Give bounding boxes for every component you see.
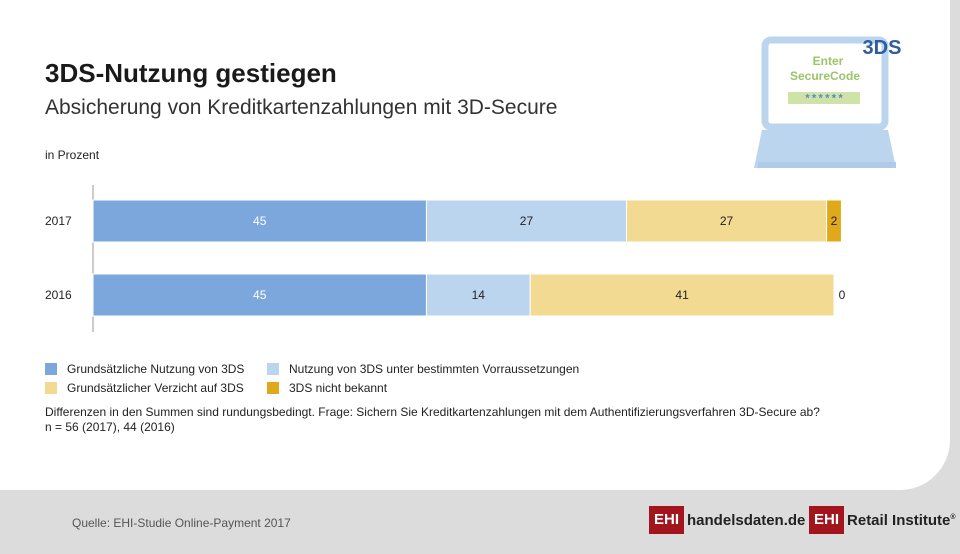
password-field [788,92,860,104]
legend-label: 3DS nicht bekannt [289,381,388,395]
bar-segment [425,273,531,317]
bar-segment [529,273,835,317]
bar-segment [92,273,427,317]
unit-label: in Prozent [45,148,100,162]
logo-text: Retail Institute® [847,511,956,529]
data-label: 41 [675,288,689,302]
legend-label: Grundsätzlicher Verzicht auf 3DS [67,381,244,395]
monitor-frame [761,36,889,131]
data-label: 45 [253,288,267,302]
keyboard-base [754,130,896,168]
data-label: 0 [839,288,846,302]
bar-segment [626,199,828,243]
data-label: 27 [720,214,734,228]
data-label: 27 [520,214,534,228]
password-mask: ****** [804,94,844,106]
legend-swatch [45,382,57,394]
screen-line1: Enter [813,54,844,68]
legend-item-unknown: 3DS nicht bekannt [267,381,387,395]
legend-item-refusal: Grundsätzlicher Verzicht auf 3DS [45,381,244,395]
logo-handelsdaten[interactable]: EHI handelsdaten.de [649,506,805,534]
source-text: Quelle: EHI-Studie Online-Payment 2017 [72,516,291,530]
logo-box: EHI [649,506,685,534]
chart-subtitle: Absicherung von Kreditkartenzahlungen mi… [45,96,558,119]
chart-title: 3DS-Nutzung gestiegen [45,58,337,88]
legend-item-usage: Grundsätzliche Nutzung von 3DS [45,362,244,376]
monitor-illustration: Enter SecureCode ****** 3DS [754,36,902,168]
footnote: Differenzen in den Summen sind rundungsb… [45,405,820,435]
footnote-sample: n = 56 (2017), 44 (2016) [45,420,175,434]
logo-retail-institute[interactable]: EHI Retail Institute® [809,506,956,534]
category-label: 2016 [45,288,72,302]
data-label: 45 [253,214,267,228]
data-label: 14 [472,288,486,302]
legend-item-conditional: Nutzung von 3DS unter bestimmten Vorraus… [267,362,579,376]
bar-segment [826,199,842,243]
category-label: 2017 [45,214,72,228]
legend-swatch [267,382,279,394]
screen-line2: SecureCode [790,69,860,83]
legend-label: Grundsätzliche Nutzung von 3DS [67,362,245,376]
logo-text: handelsdaten.de [687,511,806,529]
legend-swatch [267,363,279,375]
logo-box: EHI [809,506,845,534]
data-label: 2 [831,214,838,228]
badge-3ds: 3DS [863,37,902,59]
legend-label: Nutzung von 3DS unter bestimmten Vorraus… [289,362,580,376]
bar-segment [92,199,427,243]
stacked-bar-chart: 2017 45 27 27 2 2016 45 14 41 0 [45,185,846,332]
legend-swatch [45,363,57,375]
footnote-question: Differenzen in den Summen sind rundungsb… [45,405,820,419]
bar-segment [425,199,628,243]
registered-mark: ® [950,513,956,521]
